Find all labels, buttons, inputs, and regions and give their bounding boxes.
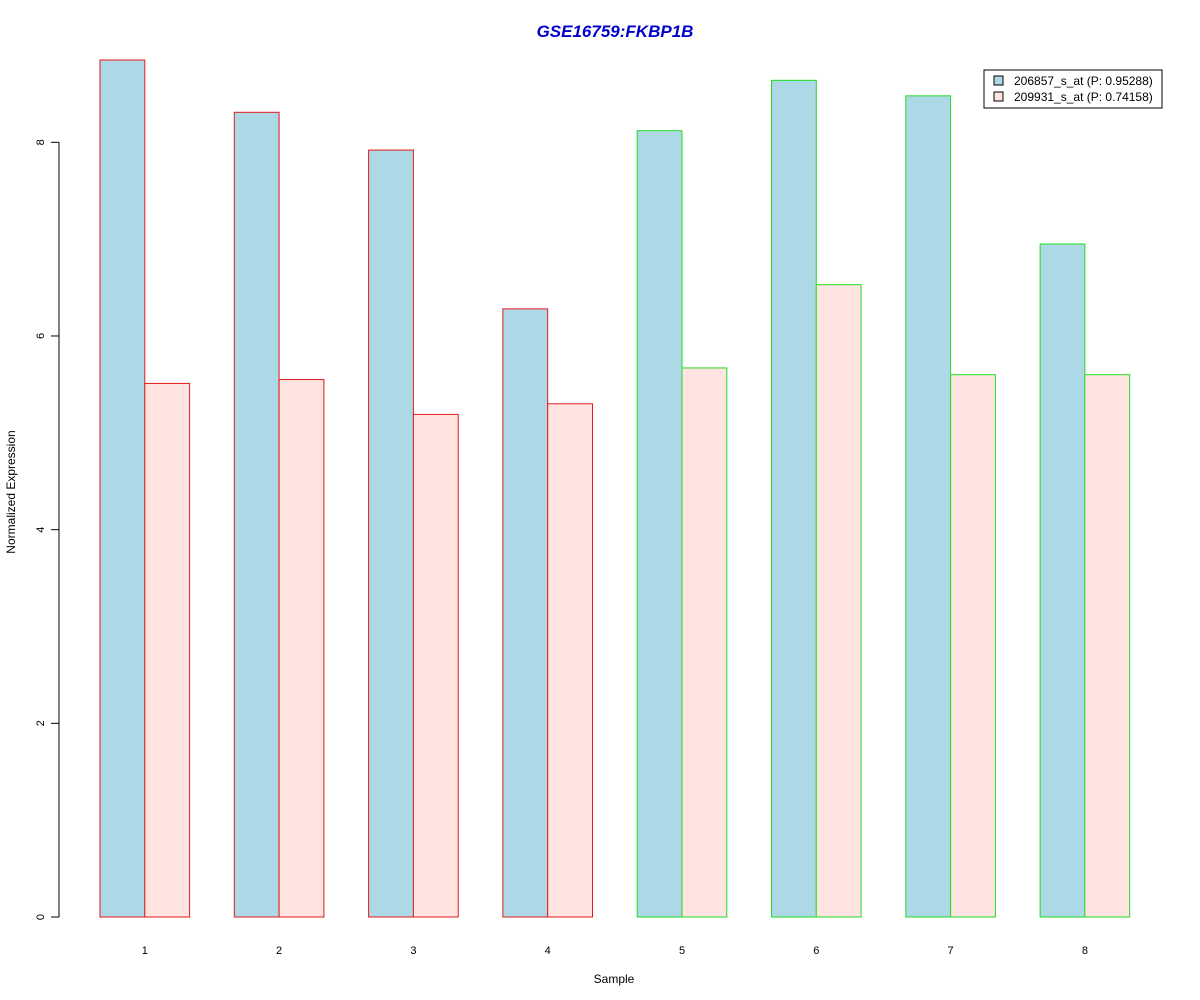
- bar-sample-2-series-2: [278, 379, 325, 918]
- bar-sample-1-series-1: [99, 59, 146, 918]
- chart-title: GSE16759:FKBP1B: [537, 22, 694, 41]
- legend-entry: 206857_s_at (P: 0.95288): [1014, 74, 1153, 88]
- bar-sample-8-series-1: [1039, 243, 1086, 918]
- y-tick-label: 8: [35, 139, 47, 145]
- x-tick-label: 5: [679, 945, 685, 957]
- bars: [99, 59, 1131, 918]
- bar-sample-5-series-1: [636, 130, 683, 918]
- x-tick-label: 8: [1082, 945, 1088, 957]
- bar-sample-6-series-2: [815, 284, 862, 918]
- legend-entry: 209931_s_at (P: 0.74158): [1014, 90, 1153, 104]
- bar-sample-4-series-2: [547, 403, 594, 918]
- y-tick-label: 6: [35, 333, 47, 339]
- x-tick-labels: 1 2 3 4 5 6 7 8: [142, 945, 1088, 957]
- bar-sample-5-series-2: [681, 367, 728, 918]
- bar-sample-3-series-1: [368, 149, 414, 918]
- legend-swatch: [993, 91, 1004, 102]
- x-tick-label: 2: [276, 945, 282, 957]
- x-tick-label: 7: [948, 945, 954, 957]
- y-tick-label: 4: [35, 527, 47, 533]
- y-tick-label: 0: [35, 914, 47, 920]
- legend: 206857_s_at (P: 0.95288) 209931_s_at (P: …: [983, 69, 1163, 109]
- y-axis-label: Normalized Expression: [4, 430, 18, 553]
- legend-swatch: [993, 75, 1004, 86]
- y-tick-label: 2: [35, 720, 47, 726]
- x-tick-label: 1: [142, 945, 148, 957]
- bar-sample-1-series-2: [144, 382, 191, 918]
- x-tick-label: 6: [813, 945, 819, 957]
- x-tick-label: 3: [410, 945, 416, 957]
- bar-sample-6-series-1: [771, 79, 817, 918]
- bar-sample-2-series-1: [233, 111, 280, 918]
- bar-sample-7-series-1: [905, 95, 952, 918]
- x-axis-label: Sample: [594, 972, 635, 986]
- bar-sample-4-series-1: [502, 308, 549, 918]
- legend-box: [983, 69, 1163, 109]
- bar-sample-8-series-2: [1084, 374, 1131, 918]
- y-axis: 0 2 4 6 8: [35, 139, 60, 920]
- x-tick-label: 4: [545, 945, 551, 957]
- bar-sample-7-series-2: [950, 374, 996, 918]
- bar-sample-3-series-2: [412, 413, 459, 918]
